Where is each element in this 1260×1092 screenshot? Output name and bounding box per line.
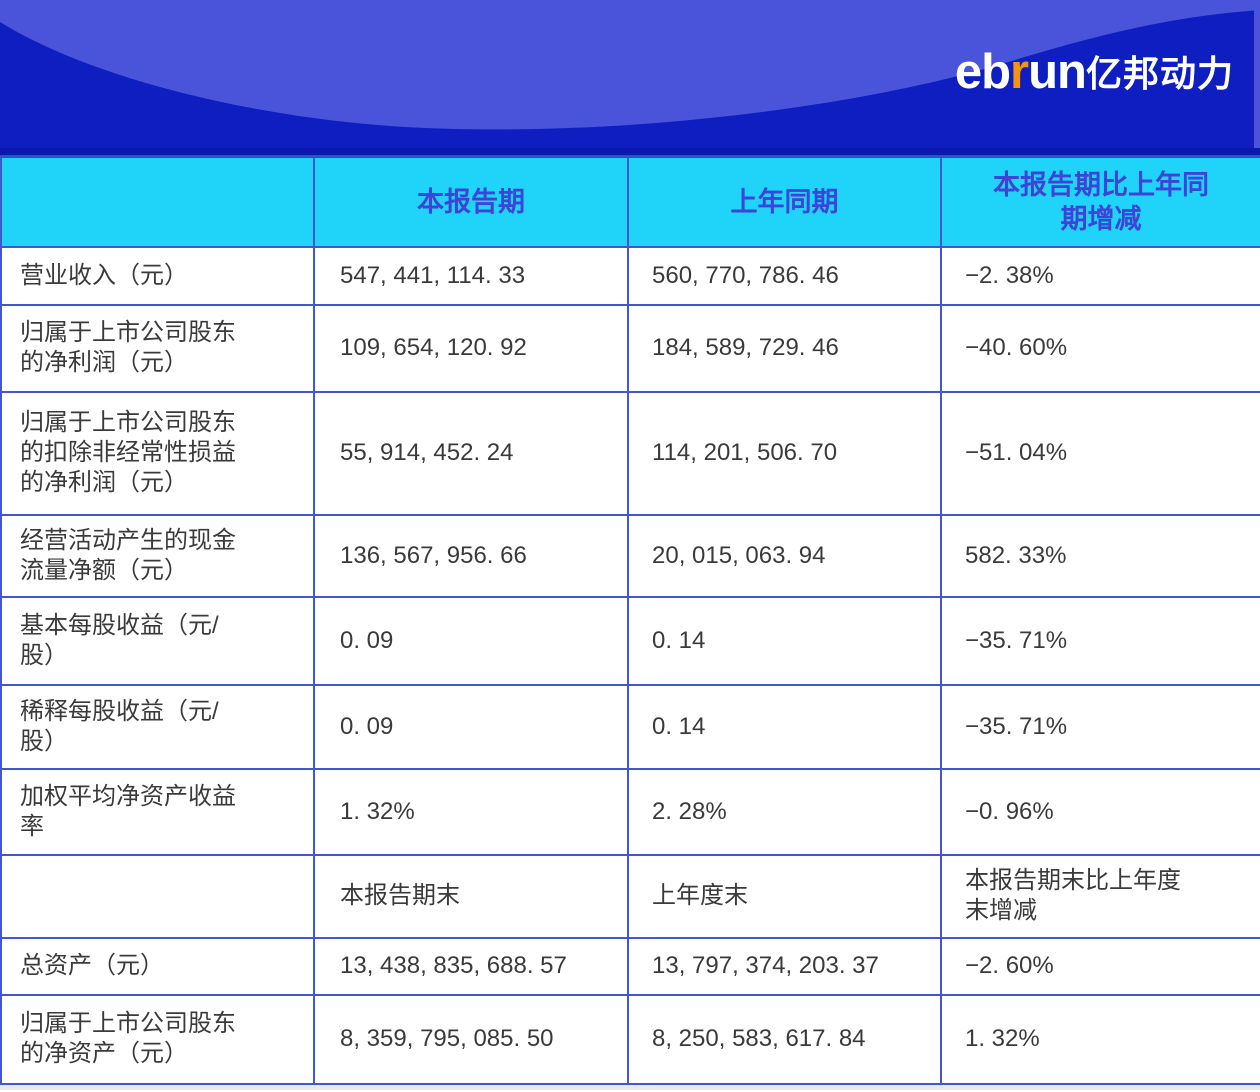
table-row: 营业收入（元） 547, 441, 114. 33 560, 770, 786. 4… — [0, 245, 1260, 306]
prior-period-cell: 0. 14 — [627, 683, 942, 770]
prior-period-cell: 114, 201, 506. 70 — [627, 390, 942, 516]
table-row: 加权平均净资产收益率 1. 32% 2. 28% −0. 96% — [0, 767, 1260, 856]
prior-period-cell: 上年度末 — [627, 853, 942, 939]
table-row: 经营活动产生的现金流量净额（元） 136, 567, 956. 66 20, 015… — [0, 513, 1260, 598]
current-period-cell: 8, 359, 795, 085. 50 — [313, 993, 629, 1085]
header-cell-empty — [0, 155, 315, 248]
header-cell-prior-period: 上年同期 — [627, 155, 942, 248]
prior-period-cell: 560, 770, 786. 46 — [627, 245, 942, 306]
current-period-cell: 55, 914, 452. 24 — [313, 390, 629, 516]
prior-period-cell: 184, 589, 729. 46 — [627, 303, 942, 393]
financial-summary-table: 本报告期 上年同期 本报告期比上年同期增减 营业收入（元） 547, 441, 1… — [0, 155, 1260, 1085]
brand-banner: ebrun亿邦动力 — [0, 0, 1260, 155]
current-period-cell: 136, 567, 956. 66 — [313, 513, 629, 598]
row-label-cell — [0, 853, 315, 939]
logo-text-un: un — [1028, 45, 1087, 99]
change-cell: −35. 71% — [940, 683, 1260, 770]
row-label-cell: 营业收入（元） — [0, 245, 315, 306]
prior-period-cell: 8, 250, 583, 617. 84 — [627, 993, 942, 1085]
change-cell: 1. 32% — [940, 993, 1260, 1085]
change-cell: −2. 38% — [940, 245, 1260, 306]
row-label-cell: 稀释每股收益（元/股） — [0, 683, 315, 770]
change-cell: −2. 60% — [940, 936, 1260, 996]
prior-period-cell: 20, 015, 063. 94 — [627, 513, 942, 598]
row-label-cell: 归属于上市公司股东的净资产（元） — [0, 993, 315, 1085]
prior-period-cell: 0. 14 — [627, 595, 942, 686]
current-period-cell: 本报告期末 — [313, 853, 629, 939]
table-row: 基本每股收益（元/股） 0. 09 0. 14 −35. 71% — [0, 595, 1260, 686]
logo-text-r: r — [1010, 45, 1029, 99]
banner-wave-graphic — [0, 0, 1260, 155]
current-period-cell: 13, 438, 835, 688. 57 — [313, 936, 629, 996]
page-bottom-sliver — [0, 1084, 1260, 1090]
change-cell: −51. 04% — [940, 390, 1260, 516]
change-cell: 582. 33% — [940, 513, 1260, 598]
row-label-cell: 归属于上市公司股东的净利润（元） — [0, 303, 315, 393]
banner-bottom-strip — [0, 148, 1260, 155]
prior-period-cell: 13, 797, 374, 203. 37 — [627, 936, 942, 996]
table-row: 归属于上市公司股东的净利润（元） 109, 654, 120. 92 184, 58… — [0, 303, 1260, 393]
row-label-cell: 基本每股收益（元/股） — [0, 595, 315, 686]
current-period-cell: 1. 32% — [313, 767, 629, 856]
change-cell: −35. 71% — [940, 595, 1260, 686]
table-row: 归属于上市公司股东的扣除非经常性损益的净利润（元） 55, 914, 452. 2… — [0, 390, 1260, 516]
row-label-cell: 归属于上市公司股东的扣除非经常性损益的净利润（元） — [0, 390, 315, 516]
logo-text-cn: 亿邦动力 — [1085, 53, 1234, 94]
row-label-cell: 经营活动产生的现金流量净额（元） — [0, 513, 315, 598]
logo-text-eb: eb — [954, 45, 1011, 99]
ebrun-logo: ebrun亿邦动力 — [955, 48, 1234, 97]
change-cell: −0. 96% — [940, 767, 1260, 856]
header-cell-change: 本报告期比上年同期增减 — [940, 155, 1260, 248]
table-row: 总资产（元） 13, 438, 835, 688. 57 13, 797, 374,… — [0, 936, 1260, 996]
change-cell: −40. 60% — [940, 303, 1260, 393]
header-cell-current-period: 本报告期 — [313, 155, 629, 248]
table-body: 营业收入（元） 547, 441, 114. 33 560, 770, 786. 4… — [0, 245, 1260, 1085]
current-period-cell: 0. 09 — [313, 683, 629, 770]
table-row: 归属于上市公司股东的净资产（元） 8, 359, 795, 085. 50 8, 2… — [0, 993, 1260, 1085]
row-label-cell: 总资产（元） — [0, 936, 315, 996]
current-period-cell: 0. 09 — [313, 595, 629, 686]
current-period-cell: 547, 441, 114. 33 — [313, 245, 629, 306]
table-row: 稀释每股收益（元/股） 0. 09 0. 14 −35. 71% — [0, 683, 1260, 770]
change-cell: 本报告期末比上年度末增减 — [940, 853, 1260, 939]
prior-period-cell: 2. 28% — [627, 767, 942, 856]
row-label-cell: 加权平均净资产收益率 — [0, 767, 315, 856]
table-header-row: 本报告期 上年同期 本报告期比上年同期增减 — [0, 155, 1260, 248]
current-period-cell: 109, 654, 120. 92 — [313, 303, 629, 393]
table-row: 本报告期末 上年度末 本报告期末比上年度末增减 — [0, 853, 1260, 939]
